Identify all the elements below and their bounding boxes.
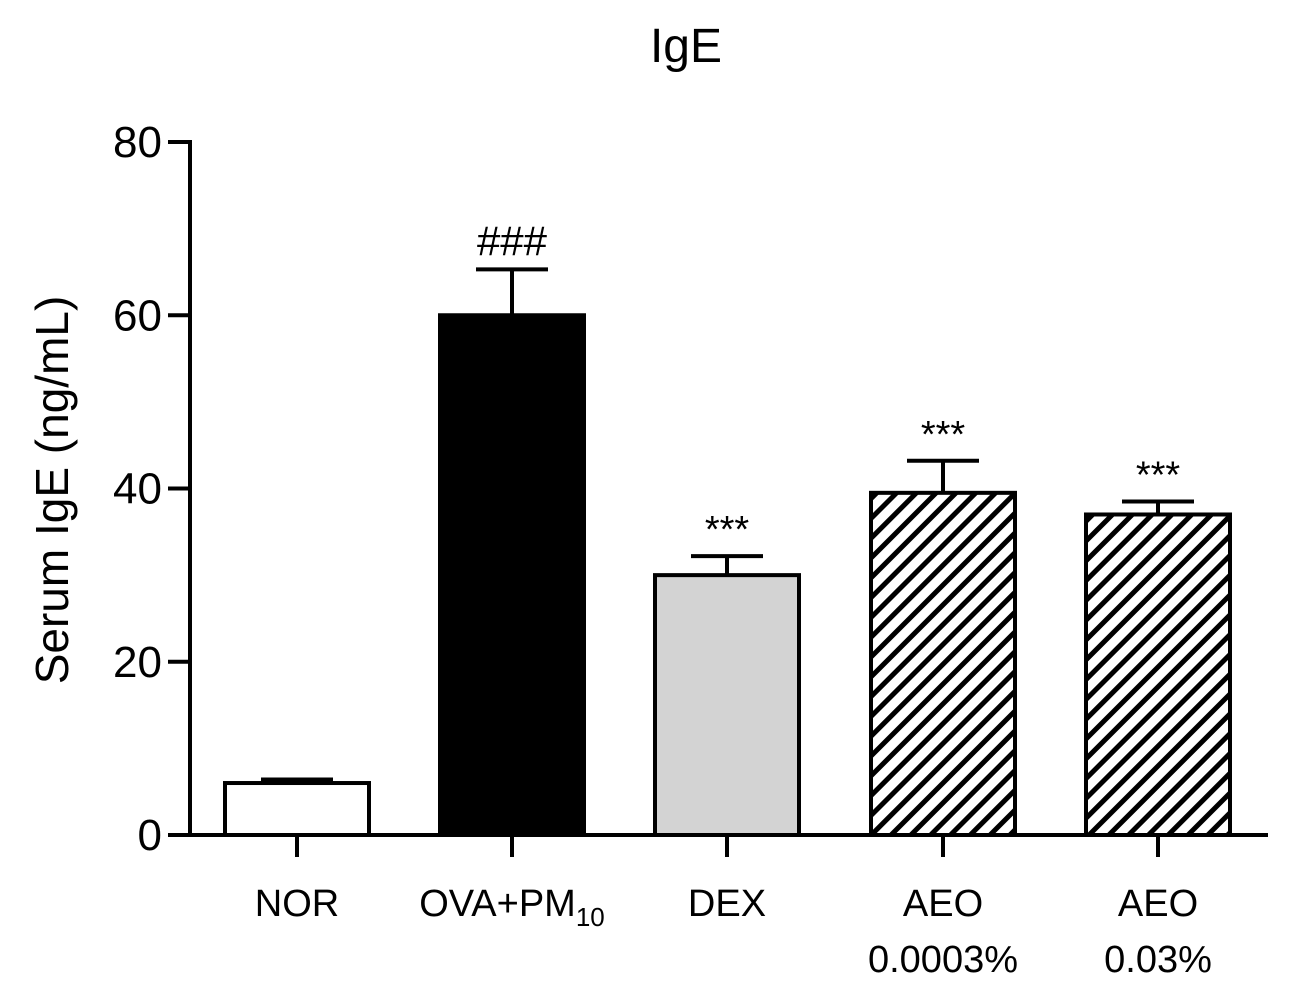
x-tick-label-4: AEO <box>1118 883 1198 925</box>
x-tick-label-2: DEX <box>688 883 766 925</box>
significance-label-4: *** <box>1136 454 1181 496</box>
plot-area: ### *** *** *** 0 20 40 60 80 NOR OVA+PM10 DEX AEO 0.… <box>113 118 1268 981</box>
x-tick-label-4-line-1: 0.03% <box>1104 939 1212 981</box>
significance-label-3: *** <box>921 414 966 456</box>
significance-label-1: ### <box>477 217 548 264</box>
bar-0 <box>223 781 371 838</box>
x-tick-label-0: NOR <box>255 883 339 925</box>
y-tick-label-80: 80 <box>113 118 162 167</box>
y-tick-label-40: 40 <box>113 465 162 514</box>
chart-title: IgE <box>650 20 722 73</box>
y-tick-label-0: 0 <box>138 811 162 860</box>
y-tick-label-20: 20 <box>113 638 162 687</box>
bar-4 <box>1084 512 1232 837</box>
x-tick-label-subscript-1: 10 <box>576 902 605 932</box>
y-axis-label: Serum IgE (ng/mL) <box>26 296 78 685</box>
bar-3 <box>869 490 1017 837</box>
y-tick-label-60: 60 <box>113 291 162 340</box>
x-tick-label-3: AEO <box>903 883 983 925</box>
x-tick-label-3-line-1: 0.0003% <box>868 939 1018 981</box>
bar-2 <box>653 573 801 837</box>
bar-1 <box>438 313 586 837</box>
x-tick-label-1: OVA+PM10 <box>419 883 605 932</box>
significance-label-2: *** <box>705 509 750 551</box>
